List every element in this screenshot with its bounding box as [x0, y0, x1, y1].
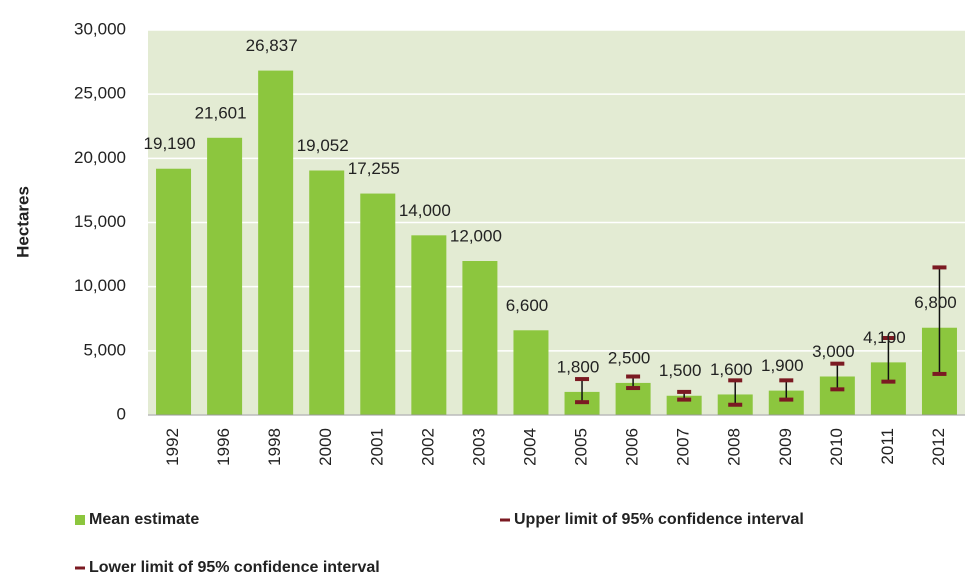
y-tick-label: 5,000	[83, 340, 126, 359]
legend-label: Lower limit of 95% confidence interval	[89, 559, 380, 575]
bar	[513, 330, 549, 415]
y-tick-label: 15,000	[74, 212, 126, 231]
bar	[156, 168, 192, 415]
y-tick-label: 10,000	[74, 276, 126, 295]
bar	[462, 261, 498, 415]
x-tick-label: 2000	[316, 428, 335, 466]
data-label: 14,000	[399, 201, 451, 220]
data-label: 26,837	[246, 36, 298, 55]
data-label: 1,900	[761, 356, 804, 375]
legend-label: Mean estimate	[89, 511, 199, 528]
x-tick-label: 2012	[929, 428, 948, 466]
x-tick-label: 1992	[163, 428, 182, 466]
bar	[360, 193, 396, 415]
x-tick-label: 2001	[367, 428, 386, 466]
legend-swatch	[500, 518, 510, 522]
x-tick-label: 2008	[725, 428, 744, 466]
x-tick-label: 2010	[827, 428, 846, 466]
x-tick-label: 2005	[572, 428, 591, 466]
data-label: 17,255	[348, 159, 400, 178]
data-label: 19,052	[297, 136, 349, 155]
legend-swatch	[75, 515, 85, 525]
bar	[207, 137, 243, 415]
bar	[309, 170, 345, 415]
x-tick-label: 2003	[469, 428, 488, 466]
x-tick-label: 1998	[265, 428, 284, 466]
x-tick-label: 2011	[878, 428, 897, 465]
y-tick-label: 30,000	[74, 19, 126, 38]
data-label: 1,600	[710, 360, 753, 379]
data-label: 1,800	[557, 357, 600, 376]
data-label: 12,000	[450, 226, 502, 245]
bar	[666, 395, 702, 415]
x-tick-label: 2002	[418, 428, 437, 466]
data-label: 19,190	[144, 134, 196, 153]
data-label: 4,100	[863, 328, 906, 347]
data-label: 2,500	[608, 348, 651, 367]
x-tick-label: 2004	[520, 428, 539, 466]
y-axis-label: Hectares	[13, 186, 32, 258]
x-tick-label: 2006	[623, 428, 642, 466]
data-label: 3,000	[812, 342, 855, 361]
data-label: 6,800	[914, 293, 957, 312]
bar	[411, 235, 447, 415]
legend-label: Upper limit of 95% confidence interval	[514, 511, 804, 528]
legend-swatch	[75, 566, 85, 570]
data-label: 1,500	[659, 361, 702, 380]
x-tick-label: 2007	[674, 428, 693, 466]
y-tick-label: 0	[117, 404, 126, 423]
x-tick-label: 1996	[214, 428, 233, 466]
x-tick-label: 2009	[776, 428, 795, 466]
data-label: 21,601	[195, 103, 247, 122]
y-tick-label: 20,000	[74, 148, 126, 167]
bar	[258, 70, 294, 416]
y-tick-label: 25,000	[74, 84, 126, 103]
data-label: 6,600	[506, 296, 549, 315]
